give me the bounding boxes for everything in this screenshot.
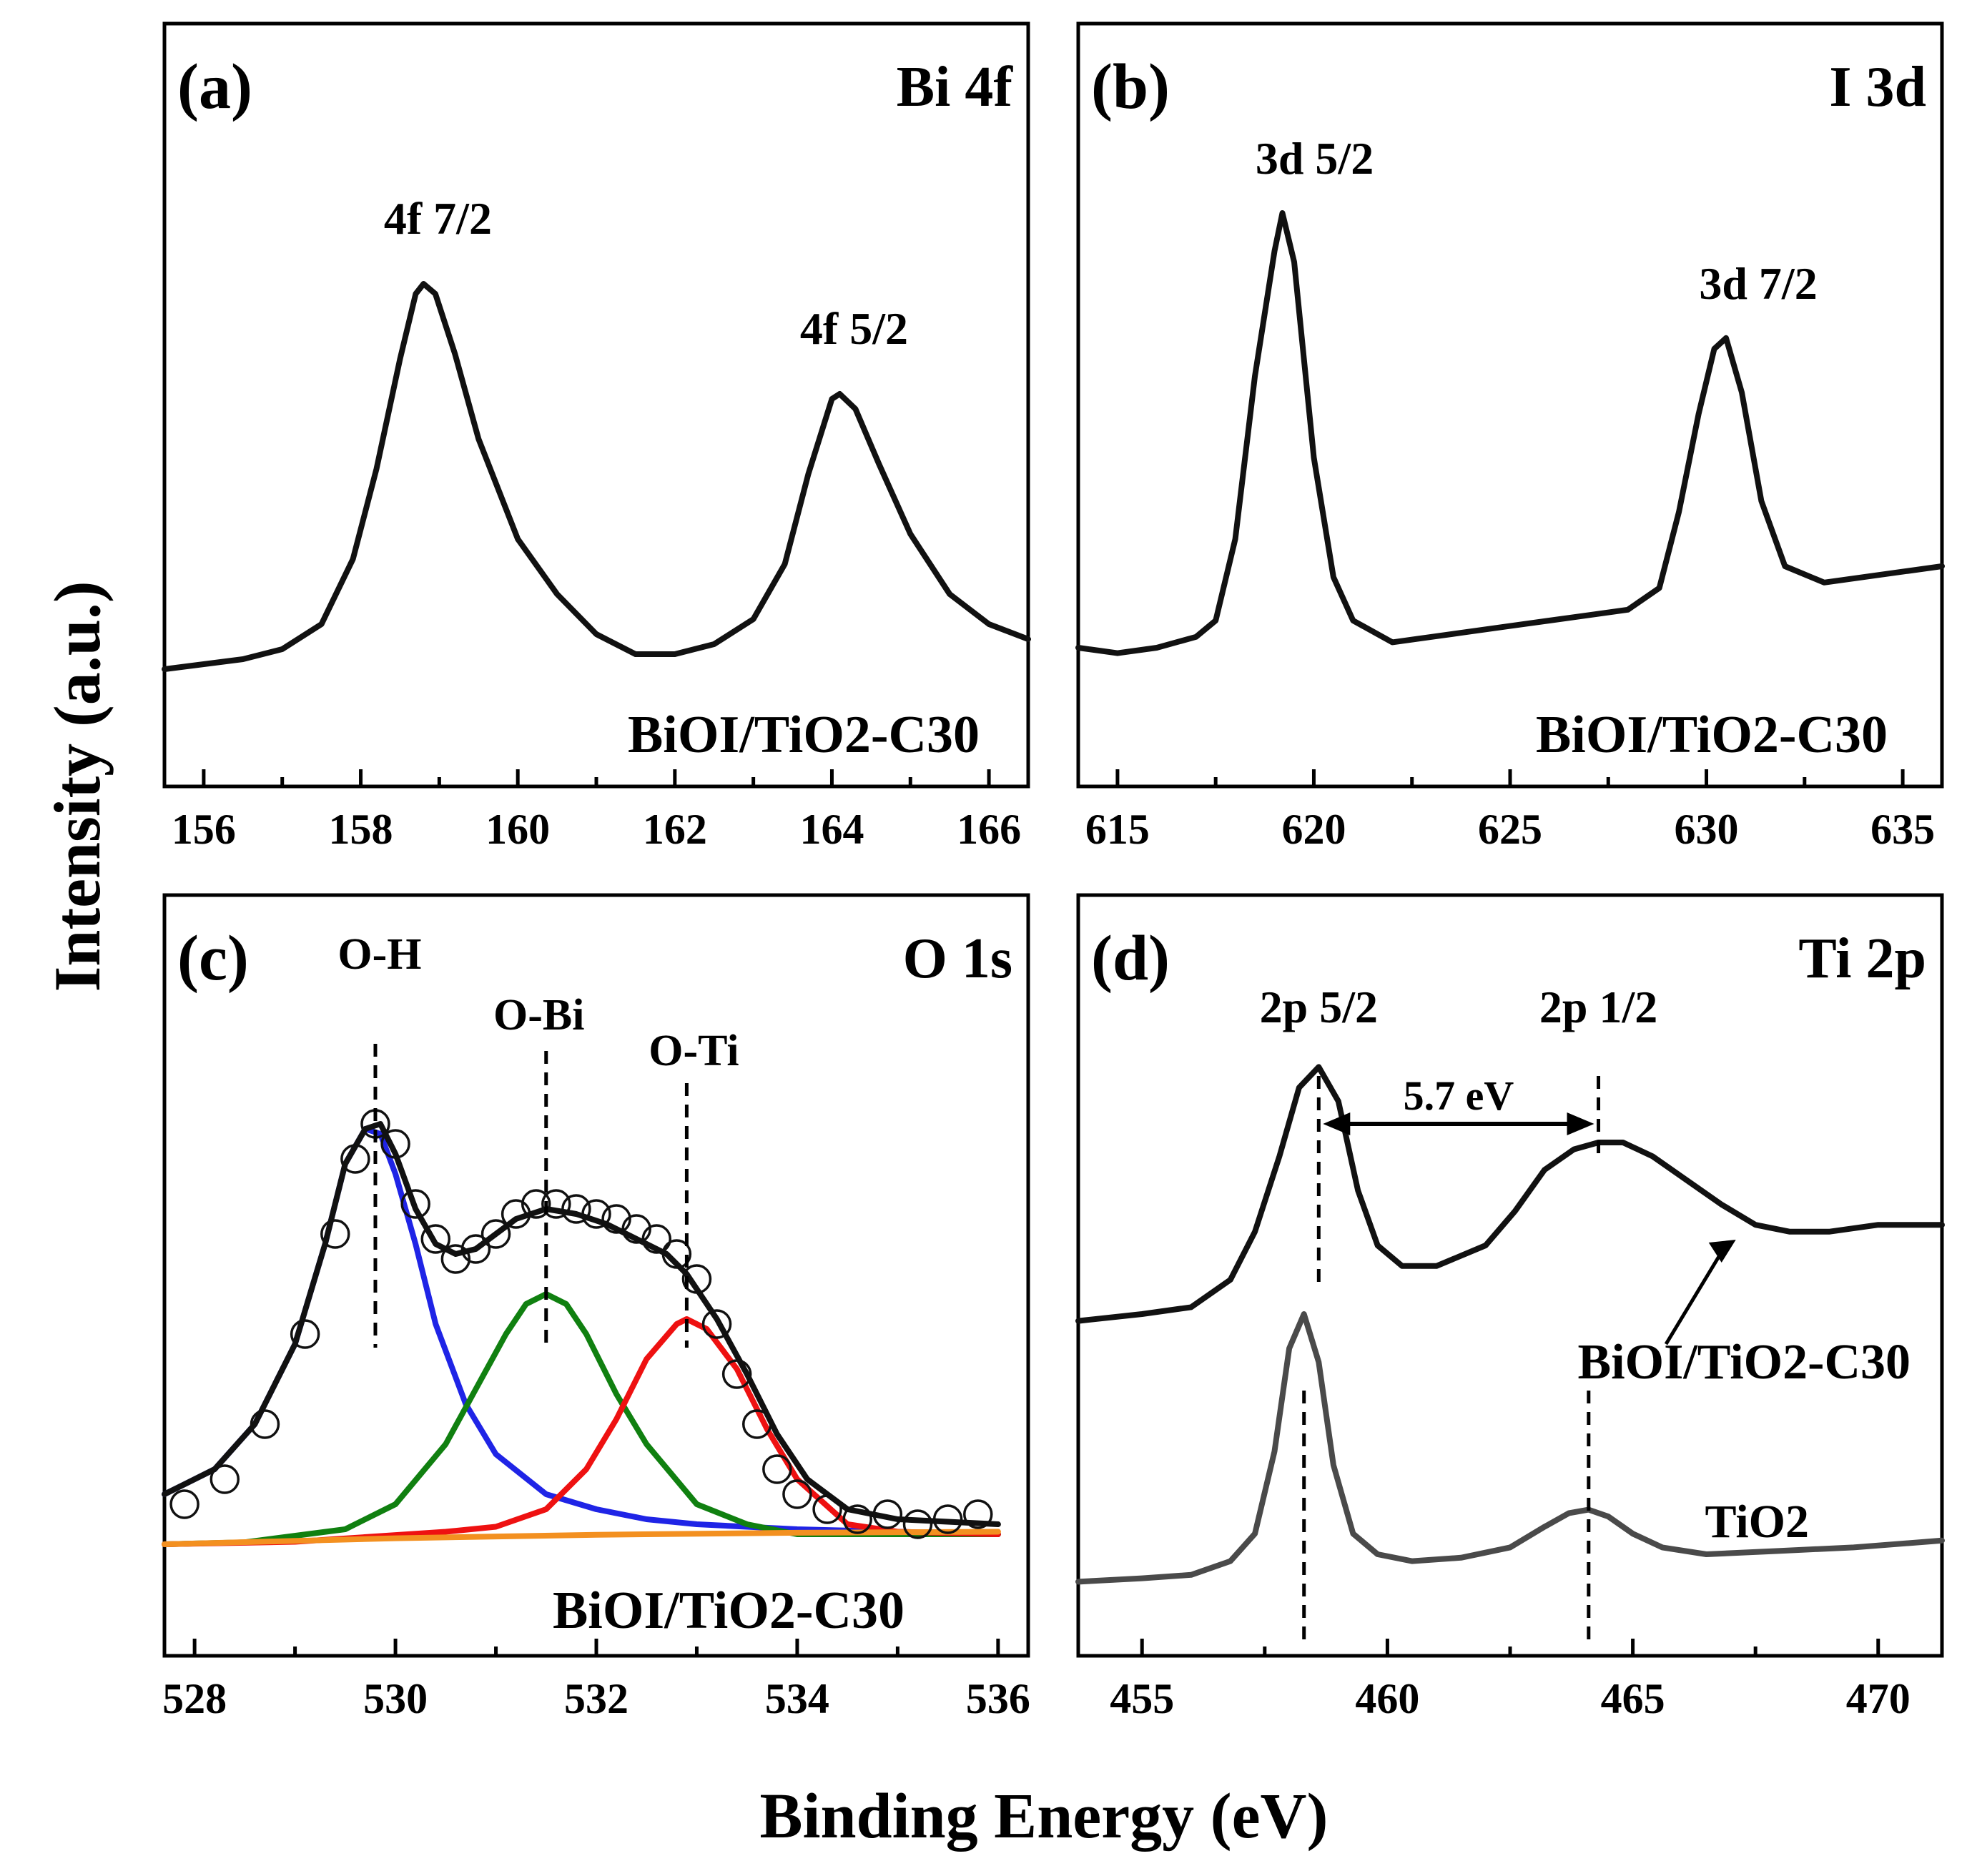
series-line-bioi-tio2-c30 [1075,210,1945,656]
peak-label: 4f 5/2 [800,303,908,354]
panel-a: 156 158 160 162 164 166 (a) Bi 4f 4f 7/2 4f 5/2 Bi… [162,21,1031,853]
plot-frame [1076,893,1944,1658]
panel-c: 528 530 532 534 536 (c) O 1s O-H O-Bi O-Ti BiOI/Ti… [162,893,1030,1722]
arrow-head-right [1567,1112,1594,1135]
data-point [320,1219,350,1249]
panel-letter: (a) [177,51,252,122]
panel-letter: (d) [1091,923,1170,994]
data-point [340,1144,370,1174]
peak-label: 3d 5/2 [1256,133,1374,184]
x-axis-label: Binding Energy (eV) [759,1781,1328,1852]
x-tick-label: 625 [1478,806,1542,853]
series-line-tio2 [1075,1311,1945,1585]
data-point [721,1359,752,1389]
x-tick-label: 166 [957,806,1021,853]
sample-label: TiO2 [1705,1496,1809,1548]
arrow-head-left [1323,1112,1351,1135]
data-point [561,1194,591,1224]
x-tick-label: 536 [966,1675,1030,1722]
panel-letter: (b) [1091,51,1170,122]
x-tick-label: 162 [643,806,707,853]
series-line-bioi-tio2-c30 [162,281,1031,672]
peak-label: O-Ti [649,1027,739,1075]
data-point [501,1199,531,1229]
panels: 156 158 160 162 164 166 (a) Bi 4f 4f 7/2 4f 5/2 Bi… [162,21,1945,1722]
plot-frame [1076,21,1944,789]
series-line-o-ti-fit [162,1316,1001,1547]
x-tick-label: 620 [1281,806,1346,853]
data-point [621,1214,651,1244]
x-tick-label: 156 [172,806,236,853]
element-label: O 1s [903,927,1012,990]
data-point [400,1189,430,1219]
splitting-label: 5.7 eV [1404,1072,1514,1119]
data-point [842,1504,872,1534]
x-tick-label: 635 [1870,806,1935,853]
x-tick-label: 460 [1355,1675,1419,1722]
data-point [641,1224,672,1254]
pointer-arrow [1664,1248,1725,1346]
data-point [250,1409,280,1439]
sample-label: BiOI/TiO2-C30 [628,706,980,764]
data-point [169,1489,199,1519]
data-point [380,1129,410,1159]
data-point [932,1504,963,1534]
data-point [440,1244,471,1274]
x-tick-label: 158 [329,806,393,853]
data-point [741,1409,772,1439]
sample-label: BiOI/TiO2-C30 [1536,706,1888,764]
x-tick-label: 160 [485,806,550,853]
series-line-bioi-tio2-c30 [1075,1064,1945,1324]
series-line-fitted-envelope [162,1121,1001,1527]
data-point [460,1234,491,1264]
data-point [541,1189,571,1219]
peak-label: O-H [337,930,421,979]
data-point [209,1464,240,1494]
data-point [290,1319,320,1349]
element-label: Ti 2p [1798,927,1926,990]
data-point [581,1199,611,1229]
pointer-arrow-head [1708,1240,1736,1263]
data-point [681,1264,712,1294]
data-point [661,1239,692,1269]
peak-label: 4f 7/2 [384,193,492,244]
x-tick-label: 528 [162,1675,227,1722]
peak-label: 3d 7/2 [1699,258,1817,309]
y-axis-label: Intensity (a.u.) [41,581,114,992]
series-line-o-bi-fit [162,1291,1001,1547]
peak-label: 2p 1/2 [1539,982,1657,1032]
x-tick-label: 455 [1110,1675,1174,1722]
element-label: Bi 4f [897,56,1014,119]
sample-label: BiOI/TiO2-C30 [1578,1335,1911,1390]
data-point [812,1494,842,1524]
peak-label: O-Bi [493,991,584,1040]
x-tick-label: 470 [1846,1675,1911,1722]
data-point [521,1189,551,1219]
data-point [963,1499,993,1529]
data-point [601,1204,631,1234]
peak-label: 2p 5/2 [1260,982,1378,1032]
data-point [480,1219,511,1249]
panel-d: 455 460 465 470 (d) Ti 2p 2p 5/2 2p 1/2 5.7 eV Bi… [1075,893,1945,1722]
data-point [762,1454,792,1484]
panel-letter: (c) [177,923,249,994]
panel-b: 615 620 625 630 635 (b) I 3d 3d 5/2 3d 7/2 BiOI/T… [1075,21,1945,853]
x-tick-label: 530 [363,1675,428,1722]
plot-frame [162,21,1030,789]
data-point [872,1499,903,1529]
x-tick-label: 532 [564,1675,628,1722]
sample-label: BiOI/TiO2-C30 [553,1581,904,1640]
x-tick-label: 465 [1601,1675,1665,1722]
x-tick-label: 615 [1085,806,1150,853]
element-label: I 3d [1829,56,1926,119]
data-point [902,1509,933,1539]
x-tick-label: 534 [765,1675,829,1722]
data-point [420,1224,451,1254]
data-point [701,1309,732,1339]
x-tick-label: 630 [1675,806,1739,853]
data-point [782,1479,812,1509]
x-tick-label: 164 [799,806,864,853]
